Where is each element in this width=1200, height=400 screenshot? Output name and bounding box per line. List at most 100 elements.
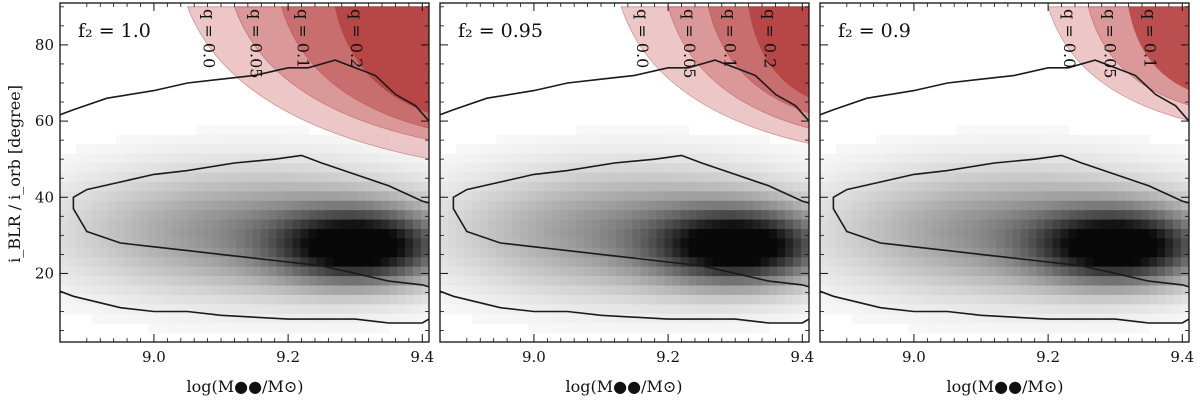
heatmap-cell [172,257,181,268]
heatmap-cell [356,144,366,155]
heatmap-cell [1116,210,1126,221]
heatmap-cell [956,191,965,202]
heatmap-cell [116,191,125,202]
heatmap-cell [1020,163,1030,174]
heatmap-cell [252,313,262,324]
heatmap-cell [92,313,101,324]
heatmap-cell [600,313,610,324]
heatmap-cell [536,323,545,334]
heatmap-cell [252,294,262,305]
heatmap-cell [828,181,837,192]
heatmap-cell [1164,144,1174,155]
heatmap-cell [776,266,786,277]
heatmap-cell [680,238,690,249]
heatmap-cell [140,266,149,277]
heatmap-cell [1164,229,1174,240]
heatmap-cell [188,181,197,192]
heatmap-cell [1156,276,1166,287]
heatmap-cell [860,210,869,221]
heatmap-cell [852,304,861,315]
heatmap-cell [648,200,658,211]
heatmap-cell [1172,294,1182,305]
heatmap-cell [776,153,786,164]
heatmap-cell [236,266,246,277]
x-tick-label: 9.4 [790,348,814,366]
heatmap-cell [1148,266,1158,277]
heatmap-cell [396,181,406,192]
heatmap-cell [1084,238,1094,249]
heatmap-cell [404,219,414,230]
heatmap-cell [148,153,157,164]
heatmap-cell [1116,266,1126,277]
heatmap-cell [768,210,778,221]
heatmap-cell [116,229,125,240]
heatmap-cell [268,134,278,145]
heatmap-cell [664,144,674,155]
heatmap-cell [164,191,173,202]
heatmap-cell [568,313,577,324]
heatmap-cell [1172,200,1182,211]
heatmap-cell [800,247,809,258]
excluded-region-q-0.2 [748,6,809,98]
heatmap-cell [996,144,1006,155]
heatmap-cell [260,294,270,305]
heatmap-cell [92,238,101,249]
heatmap-cell [108,210,117,221]
heatmap-cell [404,210,414,221]
heatmap-cell [1116,172,1126,183]
heatmap-cell [1132,276,1142,287]
heatmap-cell [1020,313,1030,324]
heatmap-cell [68,294,77,305]
heatmap-cell [1132,210,1142,221]
heatmap-cell [268,266,278,277]
heatmap-cell [488,285,497,296]
heatmap-cell [316,191,326,202]
heatmap-cell [260,163,270,174]
heatmap-cell [316,144,326,155]
heatmap-cell [92,276,101,287]
heatmap-cell [204,313,214,324]
heatmap-cell [956,181,965,192]
heatmap-cell [1140,153,1150,164]
heatmap-cell [784,144,794,155]
heatmap-cell [244,191,254,202]
heatmap-cell [488,257,497,268]
heatmap-cell [212,257,222,268]
heatmap-cell [948,210,957,221]
heatmap-cell [972,266,982,277]
heatmap-cell [1036,144,1046,155]
heatmap-cell [916,210,925,221]
heatmap-cell [148,313,157,324]
heatmap-cell [1084,172,1094,183]
heatmap-cell [172,266,181,277]
heatmap-cell [148,181,157,192]
heatmap-cell [292,200,302,211]
heatmap-cell [560,172,569,183]
heatmap-cell [148,229,157,240]
heatmap-cell [860,229,869,240]
heatmap-cell [972,144,982,155]
heatmap-cell [148,276,157,287]
heatmap-cell [292,181,302,192]
heatmap-cell [84,285,93,296]
heatmap-cell [860,294,869,305]
heatmap-cell [1124,191,1134,202]
heatmap-cell [624,313,634,324]
heatmap-cell [116,144,125,155]
heatmap-cell [228,285,238,296]
heatmap-cell [996,153,1006,164]
heatmap-cell [496,191,505,202]
heatmap-cell [1076,219,1086,230]
heatmap-cell [760,238,770,249]
heatmap-cell [600,257,610,268]
heatmap-cell [1060,229,1070,240]
heatmap-cell [252,219,262,230]
heatmap-cell [108,257,117,268]
heatmap-cell [728,181,738,192]
heatmap-cell [1060,247,1070,258]
heatmap-cell [1020,153,1030,164]
heatmap-cell [180,144,189,155]
heatmap-cell [228,238,238,249]
heatmap-cell [800,219,809,230]
heatmap-cell [956,304,965,315]
